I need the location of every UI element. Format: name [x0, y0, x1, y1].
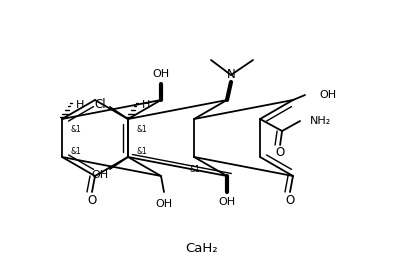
Text: OH: OH	[319, 90, 336, 100]
Text: OH: OH	[218, 197, 236, 207]
Text: O: O	[87, 193, 97, 207]
Text: H: H	[76, 100, 85, 110]
Text: N: N	[227, 69, 235, 81]
Text: OH: OH	[152, 69, 170, 79]
Text: O: O	[275, 147, 285, 159]
Text: O: O	[286, 193, 294, 207]
Text: &1: &1	[70, 147, 81, 157]
Text: CaH₂: CaH₂	[185, 241, 218, 255]
Text: &1: &1	[189, 165, 200, 173]
Text: &1: &1	[136, 125, 147, 133]
Text: OH: OH	[156, 199, 173, 209]
Text: H: H	[142, 100, 151, 110]
Text: OH: OH	[92, 170, 109, 180]
Text: &1: &1	[136, 147, 147, 157]
Text: &1: &1	[70, 125, 81, 133]
Text: NH₂: NH₂	[310, 116, 331, 126]
Text: Cl: Cl	[94, 98, 106, 110]
